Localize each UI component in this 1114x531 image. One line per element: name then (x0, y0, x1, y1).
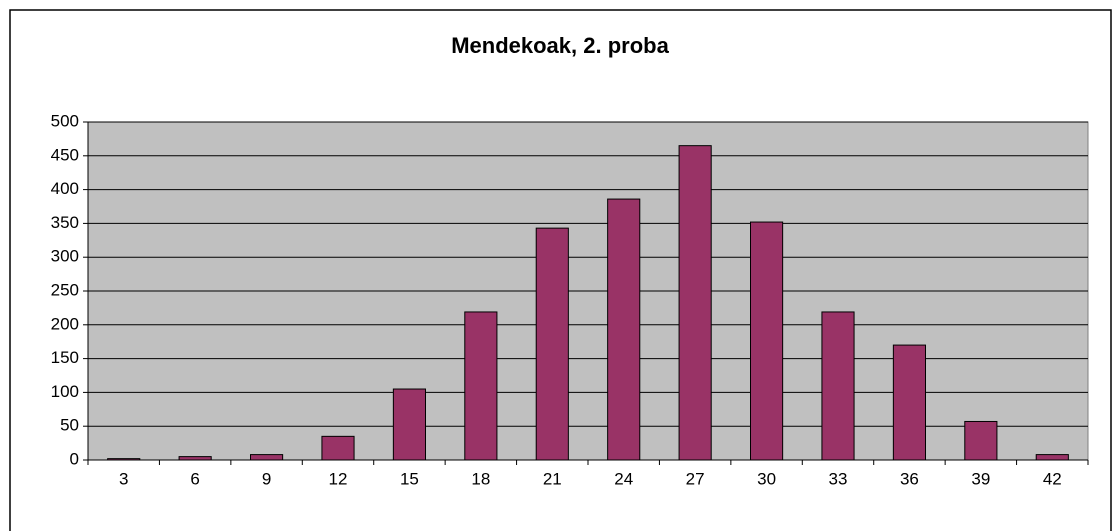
bar (392, 388, 427, 461)
y-tick-label: 100 (51, 382, 79, 401)
y-tick-label: 500 (51, 111, 79, 130)
y-tick-label: 200 (51, 314, 79, 333)
x-tick-label: 12 (329, 469, 348, 488)
bar (678, 145, 712, 461)
bar (107, 458, 141, 461)
y-tick-label: 0 (70, 449, 79, 468)
x-tick-label: 9 (262, 469, 271, 488)
bar (892, 344, 926, 461)
y-tick-label: 150 (51, 348, 79, 367)
y-tick-label: 300 (51, 247, 79, 266)
y-tick-label: 350 (51, 213, 79, 232)
bar (535, 227, 569, 461)
x-tick-label: 6 (190, 469, 199, 488)
x-tick-label: 18 (471, 469, 490, 488)
chart-title: Mendekoak, 2. proba (451, 33, 669, 58)
x-tick-label: 39 (971, 469, 990, 488)
bar (750, 221, 784, 461)
y-tick-label: 250 (51, 280, 79, 299)
x-tick-label: 42 (1043, 469, 1062, 488)
bar (964, 420, 998, 461)
y-tick-label: 400 (51, 179, 79, 198)
x-tick-label: 3 (119, 469, 128, 488)
bar (321, 435, 355, 461)
x-tick-label: 15 (400, 469, 419, 488)
bar (1035, 454, 1069, 461)
x-tick-label: 36 (900, 469, 919, 488)
bar (607, 198, 641, 461)
x-tick-label: 33 (829, 469, 848, 488)
bar (464, 311, 498, 461)
x-tick-label: 21 (543, 469, 562, 488)
x-tick-label: 27 (686, 469, 705, 488)
bar (178, 456, 212, 461)
x-tick-label: 24 (614, 469, 633, 488)
bar (821, 311, 855, 461)
y-tick-label: 50 (60, 416, 79, 435)
y-tick-label: 450 (51, 145, 79, 164)
x-tick-label: 30 (757, 469, 776, 488)
bar (250, 454, 284, 461)
